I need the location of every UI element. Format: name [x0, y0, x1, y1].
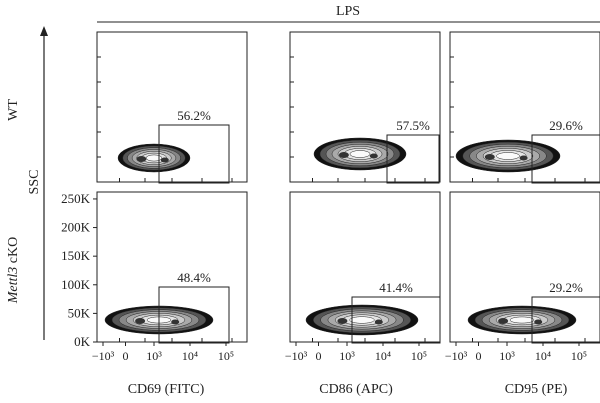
density-core [337, 318, 348, 324]
gate-percent-label: 41.4% [379, 280, 413, 295]
y-axis-label: SSC [27, 170, 42, 195]
x-tick-label: −10³ [445, 349, 468, 363]
gate-box [531, 134, 600, 184]
row-label-wt: WT [6, 99, 21, 121]
x-tick-label: 10⁴ [375, 349, 391, 363]
gate-percent-label: 57.5% [396, 118, 430, 133]
density-core [171, 319, 180, 325]
y-tick-label: 200K [61, 220, 91, 235]
gate-box [158, 124, 230, 184]
contour-ring [349, 316, 375, 324]
x-tick-label: 0 [316, 349, 322, 363]
gate-box [158, 286, 230, 344]
x-tick-label: 0 [476, 349, 482, 363]
density-core [369, 153, 378, 159]
panels-group: 56.2% 57.5% 29.6% 48.4% 41.4% 29.2% [96, 31, 600, 344]
density-core [519, 155, 528, 161]
ssc-arrow-head-icon [40, 26, 48, 36]
panel-5: 41.4% [289, 191, 441, 344]
density-core [498, 318, 509, 324]
density-core [135, 318, 146, 324]
x-tick-label: 10³ [499, 349, 515, 363]
contour-ring [349, 150, 371, 158]
density-core [160, 157, 169, 163]
y-tick-label: 250K [61, 191, 91, 206]
panel-2: 57.5% [289, 31, 441, 184]
y-tick-label: 150K [61, 248, 91, 263]
gate-percent-label: 29.6% [549, 118, 583, 133]
x-axes-group: −10³ 0 10³ 10⁴ 10⁵ −10³ 0 10³ 10⁴ 10⁵ −10³ 0 10³ 10⁴ 1… [92, 342, 587, 363]
y-axis-group: 250K 200K 150K 100K 50K 0K [61, 191, 97, 349]
x-tick-label: 0 [123, 349, 129, 363]
gate-percent-label: 48.4% [177, 270, 211, 285]
contour-ring [509, 316, 535, 324]
density-core [338, 152, 349, 158]
y-tick-label: 0K [74, 334, 91, 349]
density-core [484, 154, 495, 160]
contour-ring [145, 154, 163, 162]
x-tick-label: 10⁴ [182, 349, 198, 363]
top-label: LPS [336, 4, 360, 19]
panel-4: 48.4% [96, 191, 248, 344]
x-axis-label-cd69: CD69 (FITC) [128, 382, 205, 397]
panel-6: 29.2% [449, 191, 600, 344]
density-core [136, 156, 147, 162]
x-tick-label: −10³ [92, 349, 115, 363]
x-tick-label: 10⁵ [218, 349, 234, 363]
gate-box [531, 296, 600, 344]
x-tick-label: 10³ [339, 349, 355, 363]
gate-box [386, 134, 440, 184]
x-tick-label: 10³ [146, 349, 162, 363]
x-tick-label: −10³ [285, 349, 308, 363]
density-core [374, 319, 383, 325]
density-core [534, 319, 543, 325]
y-tick-label: 50K [68, 305, 91, 320]
row-label-cko: Mettl3 cKO [6, 237, 21, 304]
x-axis-label-cd95: CD95 (PE) [505, 382, 568, 397]
x-tick-label: 10⁵ [411, 349, 427, 363]
x-axis-label-cd86: CD86 (APC) [319, 382, 393, 397]
y-tick-label: 100K [61, 277, 91, 292]
gate-percent-label: 56.2% [177, 108, 211, 123]
gate-percent-label: 29.2% [549, 280, 583, 295]
panel-1: 56.2% [96, 31, 248, 184]
contour-ring [496, 152, 520, 160]
panel-3: 29.6% [449, 31, 600, 184]
x-tick-label: 10⁴ [535, 349, 551, 363]
x-tick-label: 10⁵ [571, 349, 587, 363]
gate-box [351, 296, 441, 344]
